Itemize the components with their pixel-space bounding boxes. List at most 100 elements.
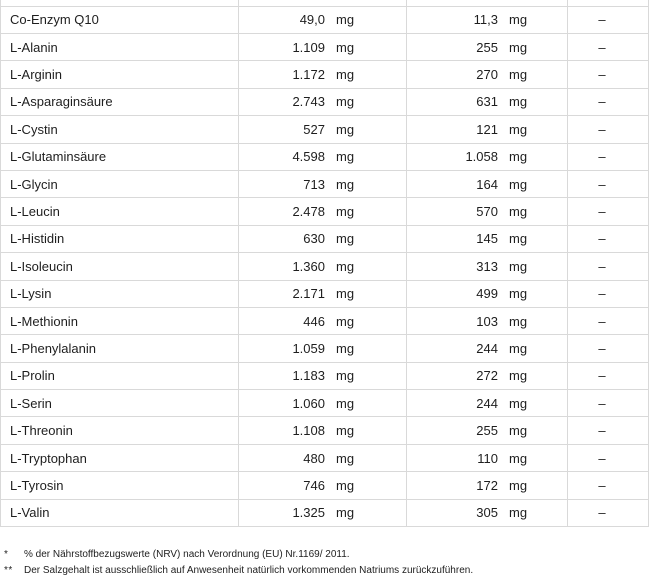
- nutrient-name: L-Methionin: [10, 313, 78, 329]
- amount-cell-2: [406, 0, 567, 6]
- table-row: L-Serin 1.060 mg 244 mg –: [1, 390, 648, 418]
- nutrient-name: L-Leucin: [10, 204, 60, 220]
- amount-cell-1: 1.108 mg: [238, 417, 406, 444]
- amount-cell-2: 255 mg: [406, 417, 567, 444]
- unit-label-1: mg: [336, 231, 355, 247]
- amount-value-1: 1.060: [292, 395, 325, 411]
- nrv-cell: [567, 0, 648, 6]
- nutrient-name: L-Lysin: [10, 286, 52, 302]
- table-row: L-Alanin 1.109 mg 255 mg –: [1, 33, 648, 62]
- table-row: L-Arginin 1.172 mg 270 mg –: [1, 61, 648, 89]
- unit-label-1: mg: [336, 149, 355, 165]
- nutrient-name-cell: Co-Enzym Q10: [1, 7, 238, 33]
- nrv-cell: –: [567, 143, 648, 170]
- nrv-cell: –: [567, 280, 648, 307]
- nutrient-name: L-Serin: [10, 395, 52, 411]
- nrv-dash: –: [598, 204, 606, 220]
- unit-label-1: mg: [336, 423, 355, 439]
- nrv-dash: –: [598, 505, 606, 521]
- table-row: L-Tryptophan 480 mg 110 mg –: [1, 444, 648, 473]
- amount-value-2: 499: [476, 286, 498, 302]
- unit-label-1: mg: [336, 505, 355, 521]
- amount-cell-1: 446 mg: [238, 307, 406, 335]
- footnote: * % der Nährstoffbezugswerte (NRV) nach …: [4, 547, 651, 563]
- nrv-cell: –: [567, 417, 648, 444]
- amount-cell-2: 121 mg: [406, 116, 567, 143]
- table-row: L-Leucin 2.478 mg 570 mg –: [1, 198, 648, 226]
- nrv-cell: –: [567, 6, 648, 33]
- amount-cell-1: 2.478 mg: [238, 198, 406, 225]
- unit-label-2: mg: [509, 149, 528, 165]
- table-row: L-Cystin 527 mg 121 mg –: [1, 116, 648, 144]
- amount-value-2: 145: [476, 231, 498, 247]
- table-row: L-Lysin 2.171 mg 499 mg –: [1, 280, 648, 308]
- nrv-dash: –: [598, 121, 606, 137]
- amount-cell-1: 2.171 mg: [238, 280, 406, 307]
- amount-value-2: 172: [476, 477, 498, 493]
- nrv-dash: –: [598, 67, 606, 83]
- nutrient-name-cell: L-Valin: [1, 500, 238, 526]
- amount-cell-1: 4.598 mg: [238, 143, 406, 170]
- amount-value-1: 49,0: [299, 12, 325, 28]
- footnote-text: % der Nährstoffbezugswerte (NRV) nach Ve…: [24, 549, 350, 561]
- unit-label-1: mg: [336, 313, 355, 329]
- table-row: L-Glycin 713 mg 164 mg –: [1, 170, 648, 199]
- amount-value-1: 1.325: [292, 505, 325, 521]
- amount-cell-1: 527 mg: [238, 116, 406, 143]
- nrv-cell: –: [567, 33, 648, 61]
- table-row: L-Histidin 630 mg 145 mg –: [1, 225, 648, 254]
- nutrient-name: L-Valin: [10, 505, 50, 521]
- nutrient-name-cell: L-Alanin: [1, 34, 238, 60]
- unit-label-2: mg: [509, 395, 528, 411]
- unit-label-2: mg: [509, 94, 528, 110]
- nrv-cell: –: [567, 499, 648, 527]
- nrv-cell: –: [567, 88, 648, 116]
- nutrient-name: L-Cystin: [10, 121, 58, 137]
- amount-value-1: 2.743: [292, 94, 325, 110]
- amount-cell-1: [238, 0, 406, 6]
- unit-label-1: mg: [336, 340, 355, 356]
- nrv-dash: –: [598, 395, 606, 411]
- amount-value-1: 713: [303, 176, 325, 192]
- amount-value-1: 630: [303, 231, 325, 247]
- nutrient-name: L-Tryptophan: [10, 450, 87, 466]
- unit-label-1: mg: [336, 204, 355, 220]
- nutrient-name: Co-Enzym Q10: [10, 12, 99, 28]
- amount-value-1: 4.598: [292, 149, 325, 165]
- amount-cell-2: 244 mg: [406, 390, 567, 417]
- unit-label-2: mg: [509, 368, 528, 384]
- nutrition-table: Co-Enzym Q10 49,0 mg 11,3 mg – L-Alanin …: [0, 0, 649, 528]
- table-body: Co-Enzym Q10 49,0 mg 11,3 mg – L-Alanin …: [1, 6, 648, 528]
- amount-cell-1: 1.360 mg: [238, 253, 406, 280]
- amount-cell-1: 713 mg: [238, 170, 406, 198]
- amount-value-2: 11,3: [473, 12, 498, 28]
- unit-label-2: mg: [509, 204, 528, 220]
- nutrient-name-cell: L-Glycin: [1, 171, 238, 197]
- nutrient-name: L-Glutaminsäure: [10, 149, 107, 165]
- amount-cell-1: 480 mg: [238, 444, 406, 472]
- table-row: L-Glutaminsäure 4.598 mg 1.058 mg –: [1, 143, 648, 171]
- amount-cell-2: 110 mg: [406, 444, 567, 472]
- nutrient-name: L-Phenylalanin: [10, 340, 97, 356]
- nutrient-name-cell: L-Lysin: [1, 281, 238, 307]
- amount-cell-2: 313 mg: [406, 253, 567, 280]
- unit-label-1: mg: [336, 395, 355, 411]
- amount-cell-1: 630 mg: [238, 225, 406, 253]
- amount-cell-2: 172 mg: [406, 472, 567, 499]
- amount-value-2: 272: [476, 368, 498, 384]
- nutrient-name: L-Arginin: [10, 67, 63, 83]
- amount-value-2: 255: [476, 39, 498, 55]
- amount-value-2: 270: [476, 67, 498, 83]
- amount-value-1: 2.478: [292, 204, 325, 220]
- unit-label-1: mg: [336, 67, 355, 83]
- amount-cell-2: 270 mg: [406, 61, 567, 88]
- unit-label-2: mg: [509, 231, 528, 247]
- nrv-dash: –: [598, 340, 606, 356]
- nrv-cell: –: [567, 116, 648, 143]
- nutrient-name-cell: L-Serin: [1, 390, 238, 416]
- nrv-cell: –: [567, 472, 648, 499]
- amount-cell-2: 103 mg: [406, 307, 567, 335]
- unit-label-2: mg: [509, 176, 528, 192]
- footnote-text: Der Salzgehalt ist ausschließlich auf An…: [24, 564, 474, 576]
- amount-cell-2: 631 mg: [406, 88, 567, 116]
